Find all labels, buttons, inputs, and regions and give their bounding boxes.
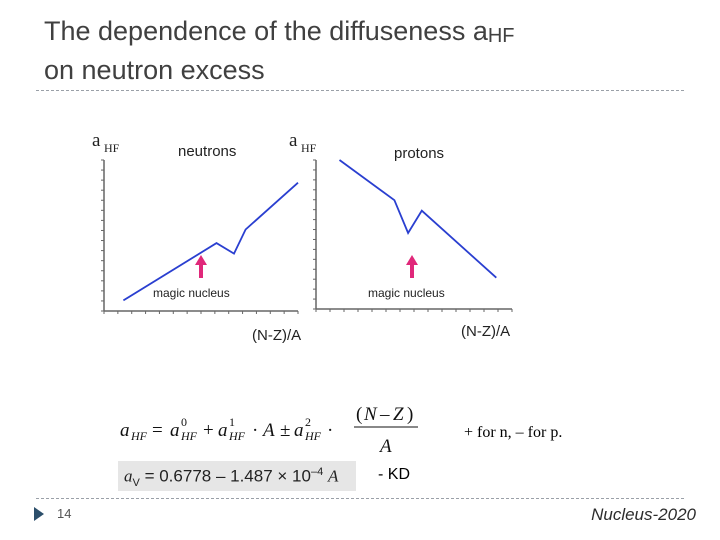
svg-text:2: 2 [305,415,311,429]
footer-divider [36,498,684,499]
chart-protons-title: protons [394,145,444,162]
svg-text:a: a [294,420,304,441]
svg-text:HF: HF [180,429,198,443]
chart-neutrons-ylabel-sub: HF [104,141,120,155]
svg-text:a: a [170,420,180,441]
chart-protons-series-line [338,159,497,279]
footer-triangle-icon [34,507,44,521]
footer-brand: Nucleus-2020 [591,505,696,524]
av-formula-box: aV = 0.6778 – 1.487 × 10–4 A [118,461,356,491]
svg-text:a: a [120,420,130,441]
chart-protons-xlabel: (N-Z)/A [461,323,510,340]
page-number: 14 [57,506,72,521]
svg-text:±: ± [280,420,290,441]
chart-protons-annotation: magic nucleus [368,286,445,300]
svg-text:A: A [261,420,275,441]
svg-text:HF: HF [304,429,322,443]
svg-text:): ) [407,404,413,425]
sign-note: + for n, – for p. [464,424,563,441]
svg-text:(: ( [356,404,362,425]
chart-neutrons-ticks [101,159,299,314]
chart-neutrons-xlabel: (N-Z)/A [252,327,301,344]
svg-text:·: · [327,420,333,441]
kd-label: - KD [378,466,410,483]
svg-text:=: = [152,420,163,441]
chart-protons-ylabel-sub: HF [301,141,317,155]
svg-text:·: · [252,420,258,441]
chart-neutrons: a HF neutrons magic nucleus (N-Z)/A [92,130,301,344]
diffuseness-formula: a HF = a HF 0 + a HF 1 · A ± a HF 2 · (N – Z) A [118,398,448,463]
page-title: The dependence of the diffuseness aHF on… [44,16,515,85]
chart-protons-magic-arrow [406,255,418,278]
svg-text:N: N [363,404,378,425]
chart-neutrons-annotation: magic nucleus [153,286,230,300]
chart-neutrons-title: neutrons [178,143,236,160]
svg-text:HF: HF [130,429,148,443]
svg-text:Z: Z [393,404,404,425]
svg-text:A: A [378,436,392,457]
av-formula: aV = 0.6778 – 1.487 × 10–4 A [124,466,339,490]
svg-text:1: 1 [229,415,235,429]
chart-protons-ylabel: a [289,130,298,151]
svg-text:–: – [379,404,390,425]
chart-neutrons-series-line [122,182,299,302]
title-divider [36,90,684,91]
chart-neutrons-ylabel: a [92,130,101,151]
chart-protons-ticks [313,159,513,312]
svg-text:HF: HF [228,429,246,443]
svg-text:+: + [203,420,214,441]
chart-neutrons-magic-arrow [195,255,207,278]
svg-text:0: 0 [181,415,187,429]
chart-protons: a HF protons magic nucleus (N-Z)/A [289,130,513,340]
svg-text:a: a [218,420,228,441]
